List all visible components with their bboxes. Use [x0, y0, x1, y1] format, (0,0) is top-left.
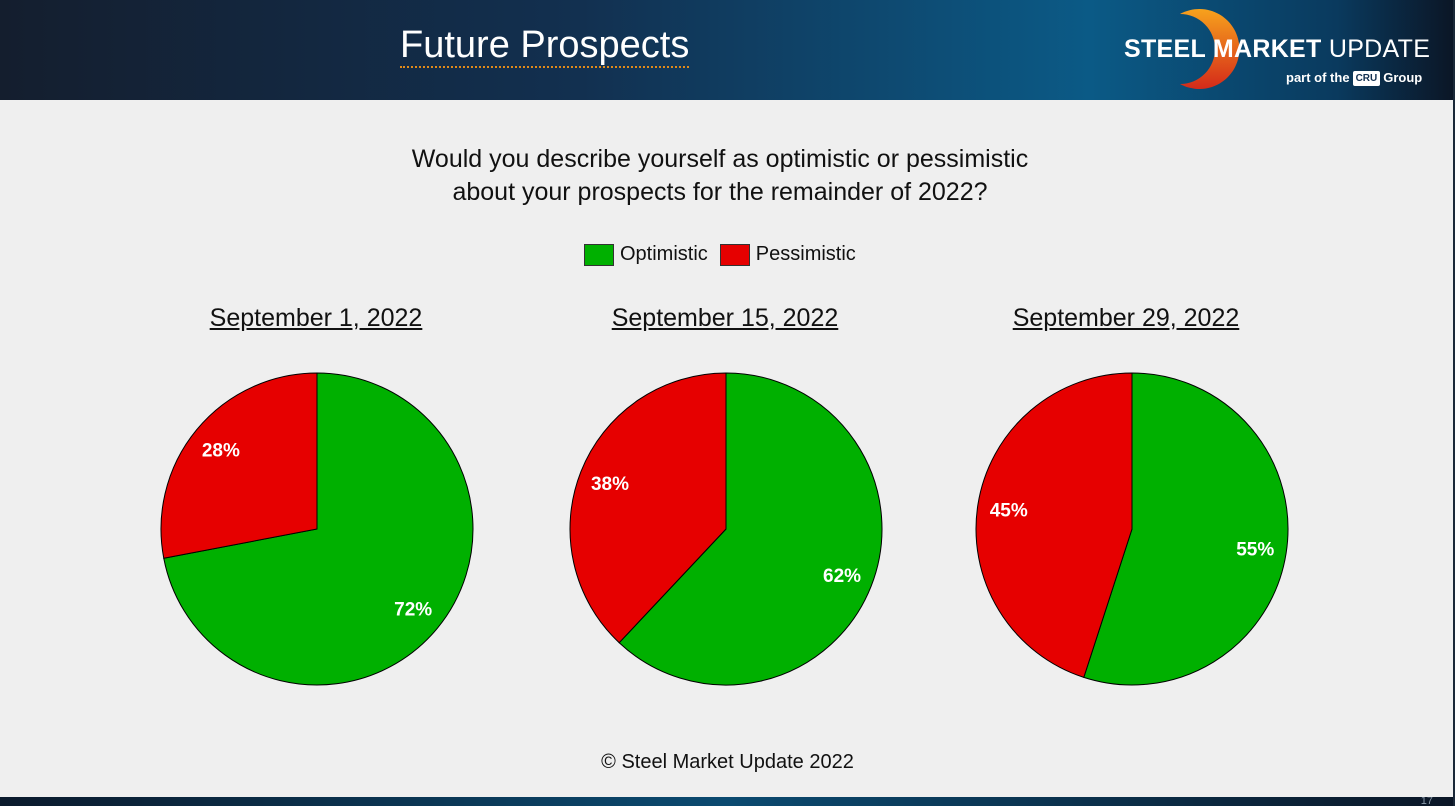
pie-data-label: 38% — [591, 474, 629, 495]
logo-sub-suffix: Group — [1383, 70, 1423, 85]
logo-sub-prefix: part of the — [1286, 70, 1350, 85]
pie-data-label: 62% — [823, 566, 861, 587]
pie-slice-optimistic — [1083, 372, 1289, 686]
copyright-footer: © Steel Market Update 2022 — [601, 751, 854, 773]
pie-slice-pessimistic — [160, 372, 318, 559]
bottom-bar — [0, 797, 1455, 806]
legend-swatch-pessimistic — [719, 243, 750, 266]
pie-data-label: 28% — [202, 440, 240, 461]
right-edge — [1453, 0, 1455, 806]
pie-slice-optimistic — [618, 372, 883, 686]
pie-data-label: 72% — [394, 600, 432, 621]
legend-item-optimistic: Optimistic — [584, 243, 708, 266]
survey-question: Would you describe yourself as optimisti… — [0, 143, 1440, 209]
legend-swatch-optimistic — [584, 243, 614, 266]
pie-slice-pessimistic — [569, 372, 727, 644]
logo-text-light: UPDATE — [1321, 35, 1431, 63]
question-line-1: Would you describe yourself as optimisti… — [411, 145, 1029, 173]
page-title: Future Prospects — [400, 24, 690, 68]
header-bar: Future Prospects STEEL MARKET UPDATE par… — [0, 0, 1453, 100]
logo-text-bold: STEEL MARKET — [1124, 35, 1322, 63]
cru-badge: CRU — [1352, 71, 1381, 87]
question-line-2: about your prospects for the remainder o… — [452, 178, 988, 206]
pie-data-label: 55% — [1236, 540, 1274, 561]
legend-label: Pessimistic — [755, 243, 856, 265]
pie-slice-optimistic — [163, 372, 474, 686]
logo-arc-icon — [1180, 9, 1240, 89]
legend-item-pessimistic: Pessimistic — [719, 243, 856, 266]
legend: Optimistic Pessimistic — [584, 243, 868, 266]
pie-slice-pessimistic — [975, 372, 1133, 678]
steel-market-update-logo: STEEL MARKET UPDATE part of the CRU Group — [1120, 4, 1440, 96]
pie-data-label: 45% — [990, 500, 1028, 521]
pie-title-sep-15: September 15, 2022 — [611, 304, 839, 332]
page-number: 17 — [1420, 797, 1433, 806]
pie-title-sep-1: September 1, 2022 — [209, 304, 423, 332]
legend-label: Optimistic — [620, 243, 708, 265]
pie-title-sep-29: September 29, 2022 — [1012, 304, 1240, 332]
